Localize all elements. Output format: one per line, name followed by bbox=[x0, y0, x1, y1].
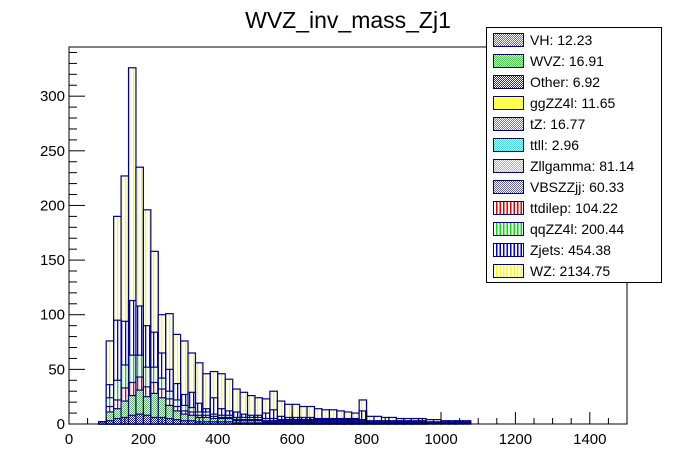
x-tick-label: 800 bbox=[354, 431, 379, 448]
x-tick-label: 600 bbox=[280, 431, 305, 448]
legend-swatch bbox=[493, 243, 524, 257]
legend-label: VBSZZjj: 60.33 bbox=[530, 179, 625, 195]
y-tick-label: 250 bbox=[40, 143, 65, 160]
legend-swatch bbox=[493, 180, 524, 194]
legend-label: WZ: 2134.75 bbox=[530, 263, 611, 279]
bar-small_bkg_sum-bin-4 bbox=[127, 414, 137, 425]
legend-label: Other: 6.92 bbox=[530, 74, 601, 90]
x-tick-label: 1200 bbox=[499, 431, 532, 448]
x-tick-label: 200 bbox=[131, 431, 156, 448]
legend-label: Zjets: 454.38 bbox=[530, 242, 611, 258]
legend-label: Zllgamma: 81.14 bbox=[530, 158, 635, 174]
y-tick-label: 0 bbox=[57, 416, 65, 433]
bar-small_bkg_sum-bin-9 bbox=[165, 417, 174, 425]
bars-layer bbox=[98, 67, 472, 425]
legend-label: ttll: 2.96 bbox=[530, 137, 580, 153]
legend-swatch bbox=[493, 159, 524, 173]
legend-label: ggZZ4l: 11.65 bbox=[530, 95, 616, 111]
axes-layer: 0 200 400 600 800 1000 1200 1400 0 50 100 150 200 250… bbox=[40, 46, 628, 448]
y-tick-label: 150 bbox=[40, 252, 65, 269]
legend-swatch bbox=[493, 138, 524, 152]
legend-entry: WZ: 2134.75 bbox=[487, 261, 610, 281]
bar-small_bkg_sum-bin-7 bbox=[150, 416, 159, 425]
legend-label: tZ: 16.77 bbox=[530, 116, 586, 132]
legend-entry: tZ: 16.77 bbox=[487, 114, 585, 134]
y-tick-label: 50 bbox=[48, 361, 65, 378]
legend-swatch bbox=[493, 264, 524, 278]
legend-entry: Zllgamma: 81.14 bbox=[487, 156, 634, 176]
legend-label: qqZZ4l: 200.44 bbox=[530, 221, 625, 237]
y-tick-label: 100 bbox=[40, 307, 65, 324]
legend-entry: qqZZ4l: 200.44 bbox=[487, 219, 624, 239]
bar-small_bkg_sum-bin-6 bbox=[142, 414, 152, 425]
legend-swatch bbox=[493, 201, 524, 215]
legend-entry: Zjets: 454.38 bbox=[487, 240, 611, 260]
legend-entry: ttll: 2.96 bbox=[487, 135, 579, 155]
x-tick-label: 1400 bbox=[573, 431, 606, 448]
legend-entry: VBSZZjj: 60.33 bbox=[487, 177, 624, 197]
y-tick-label: 200 bbox=[40, 197, 65, 214]
legend-label: ttdilep: 104.22 bbox=[530, 200, 618, 216]
legend-entry: WVZ: 16.91 bbox=[487, 51, 604, 71]
legend-entry: Other: 6.92 bbox=[487, 72, 600, 92]
legend-swatch bbox=[493, 54, 524, 68]
legend-swatch bbox=[493, 33, 524, 47]
legend-entry: ttdilep: 104.22 bbox=[487, 198, 618, 218]
legend-swatch bbox=[493, 117, 524, 131]
bar-small_bkg_sum-bin-2 bbox=[113, 417, 122, 425]
bar-small_bkg_sum-bin-5 bbox=[135, 413, 145, 425]
x-tick-label: 0 bbox=[65, 431, 73, 448]
legend-swatch bbox=[493, 75, 524, 89]
bar-small_bkg_sum-bin-10 bbox=[172, 419, 182, 425]
legend-swatch bbox=[493, 96, 524, 110]
legend-label: VH: 12.23 bbox=[530, 32, 593, 48]
legend-entry: ggZZ4l: 11.65 bbox=[487, 93, 615, 113]
legend-label: WVZ: 16.91 bbox=[530, 53, 604, 69]
y-tick-label: 300 bbox=[40, 88, 65, 105]
x-tick-label: 400 bbox=[205, 431, 230, 448]
legend: VH: 12.23 WVZ: 16.91 Other: 6.92 ggZZ4l: 11… bbox=[486, 27, 662, 283]
x-tick-label: 1000 bbox=[424, 431, 457, 448]
legend-entry: VH: 12.23 bbox=[487, 30, 592, 50]
chart-title: WVZ_inv_mass_Zj1 bbox=[245, 7, 451, 33]
legend-swatch bbox=[493, 222, 524, 236]
